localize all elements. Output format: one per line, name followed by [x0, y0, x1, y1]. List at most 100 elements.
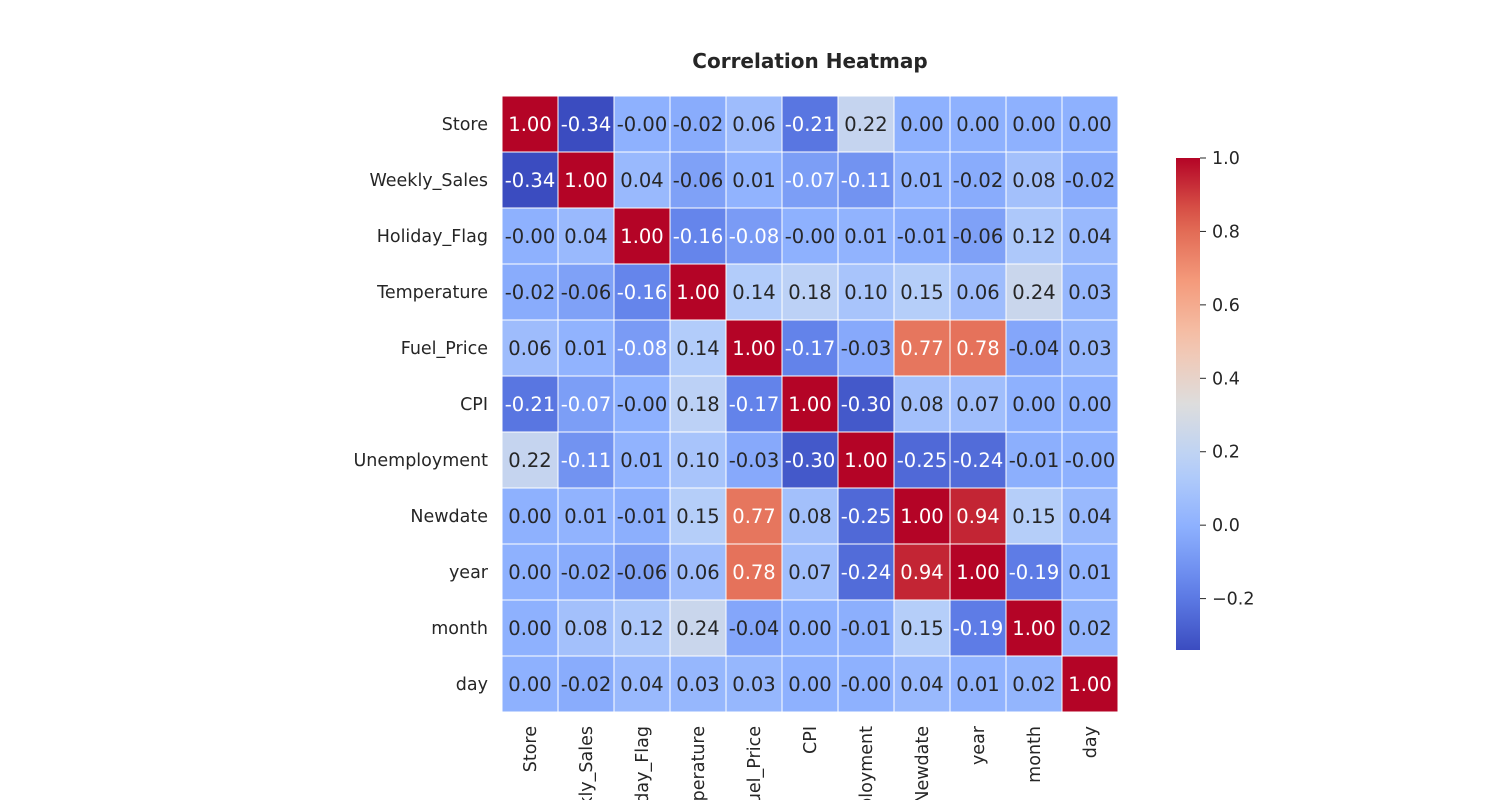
heatmap-cell: [669, 599, 727, 657]
cell-value-label: -0.02: [505, 281, 555, 304]
cell-value-label: -0.24: [953, 449, 1003, 472]
heatmap-cell: [949, 655, 1007, 713]
cell-value-label: 0.00: [508, 673, 551, 696]
column-tick-label: CPI: [801, 726, 821, 754]
cell-value-label: -0.02: [561, 561, 611, 584]
column-tick-label: day: [1081, 726, 1101, 758]
cell-value-label: 0.06: [508, 337, 551, 360]
heatmap-cells: 1.00 -0.34 -0.00 -0.02 0.06 -0.21 0.22 0.00 0.00…: [501, 95, 1119, 713]
cell-value-label: 0.00: [900, 113, 943, 136]
heatmap-cell: [1061, 431, 1119, 489]
cell-value-label: -0.11: [561, 449, 611, 472]
cell-value-label: 0.00: [1012, 393, 1055, 416]
cell-value-label: 0.03: [676, 673, 719, 696]
heatmap-cell: [557, 319, 615, 377]
cell-value-label: 0.18: [676, 393, 719, 416]
heatmap-cell: [893, 431, 951, 489]
cell-value-label: 0.24: [1012, 281, 1055, 304]
cell-value-label: 0.04: [900, 673, 943, 696]
cell-value-label: 1.00: [564, 169, 607, 192]
heatmap-cell: [949, 599, 1007, 657]
cell-value-label: 1.00: [1068, 673, 1111, 696]
heatmap-cell: [613, 207, 671, 265]
heatmap-cell: [725, 599, 783, 657]
cell-value-label: 1.00: [732, 337, 775, 360]
row-tick-label: Newdate: [410, 507, 488, 527]
cell-value-label: 0.03: [732, 673, 775, 696]
heatmap-cell: [557, 95, 615, 153]
heatmap-cell: [557, 487, 615, 545]
heatmap-cell: [1005, 319, 1063, 377]
cell-value-label: -0.34: [505, 169, 555, 192]
heatmap-cell: [501, 151, 559, 209]
row-tick-label: day: [456, 675, 488, 695]
cell-value-label: -0.02: [1065, 169, 1115, 192]
cell-value-label: -0.00: [1065, 449, 1115, 472]
column-tick-label: ployment: [857, 726, 877, 800]
heatmap-cell: [949, 319, 1007, 377]
heatmap-cell: [1061, 95, 1119, 153]
cell-value-label: 0.01: [620, 449, 663, 472]
column-tick-label: uel_Price: [745, 726, 765, 800]
cell-value-label: -0.07: [561, 393, 611, 416]
heatmap-cell: [557, 655, 615, 713]
cell-value-label: -0.02: [673, 113, 723, 136]
cell-value-label: 1.00: [1012, 617, 1055, 640]
heatmap-cell: [1061, 263, 1119, 321]
cell-value-label: -0.17: [729, 393, 779, 416]
cell-value-label: 0.14: [732, 281, 775, 304]
row-tick-label: Store: [442, 115, 488, 135]
cell-value-label: 0.01: [564, 337, 607, 360]
heatmap-cell: [725, 319, 783, 377]
cell-value-label: 0.01: [844, 225, 887, 248]
heatmap-cell: [669, 431, 727, 489]
cell-value-label: -0.00: [785, 225, 835, 248]
heatmap-cell: [893, 655, 951, 713]
cell-value-label: -0.16: [617, 281, 667, 304]
cell-value-label: -0.24: [841, 561, 891, 584]
heatmap-cell: [781, 655, 839, 713]
cell-value-label: 1.00: [844, 449, 887, 472]
row-tick-label: Fuel_Price: [401, 339, 488, 359]
cell-value-label: -0.25: [841, 505, 891, 528]
heatmap-cell: [781, 263, 839, 321]
cell-value-label: 0.94: [900, 561, 943, 584]
cell-value-label: 0.00: [1068, 113, 1111, 136]
cell-value-label: 0.02: [1012, 673, 1055, 696]
cell-value-label: -0.19: [953, 617, 1003, 640]
heatmap-cell: [837, 431, 895, 489]
cell-value-label: 0.10: [676, 449, 719, 472]
cell-value-label: -0.02: [561, 673, 611, 696]
heatmap-cell: [893, 543, 951, 601]
heatmap-cell: [893, 487, 951, 545]
heatmap-cell: [501, 487, 559, 545]
column-tick-label: nperature: [689, 726, 709, 800]
heatmap-cell: [725, 151, 783, 209]
heatmap-cell: [501, 319, 559, 377]
colorbar-tick-label: 0.8: [1212, 222, 1240, 242]
column-tick-label: year: [969, 725, 989, 765]
cell-value-label: 0.01: [956, 673, 999, 696]
cell-value-label: 0.12: [620, 617, 663, 640]
cell-value-label: -0.11: [841, 169, 891, 192]
cell-value-label: 1.00: [620, 225, 663, 248]
cell-value-label: 0.01: [564, 505, 607, 528]
row-tick-label: Holiday_Flag: [377, 227, 488, 247]
heatmap-cell: [1005, 263, 1063, 321]
heatmap-cell: [501, 599, 559, 657]
cell-value-label: 0.15: [676, 505, 719, 528]
heatmap-cell: [725, 207, 783, 265]
heatmap-cell: [837, 319, 895, 377]
heatmap-cell: [893, 151, 951, 209]
cell-value-label: -0.06: [561, 281, 611, 304]
heatmap-cell: [1005, 431, 1063, 489]
cell-value-label: 0.78: [956, 337, 999, 360]
row-tick-label: year: [449, 563, 489, 583]
heatmap-cell: [781, 543, 839, 601]
cell-value-label: 1.00: [788, 393, 831, 416]
cell-value-label: 0.08: [1012, 169, 1055, 192]
cell-value-label: 0.14: [676, 337, 719, 360]
cell-value-label: 0.10: [844, 281, 887, 304]
heatmap-cell: [949, 431, 1007, 489]
